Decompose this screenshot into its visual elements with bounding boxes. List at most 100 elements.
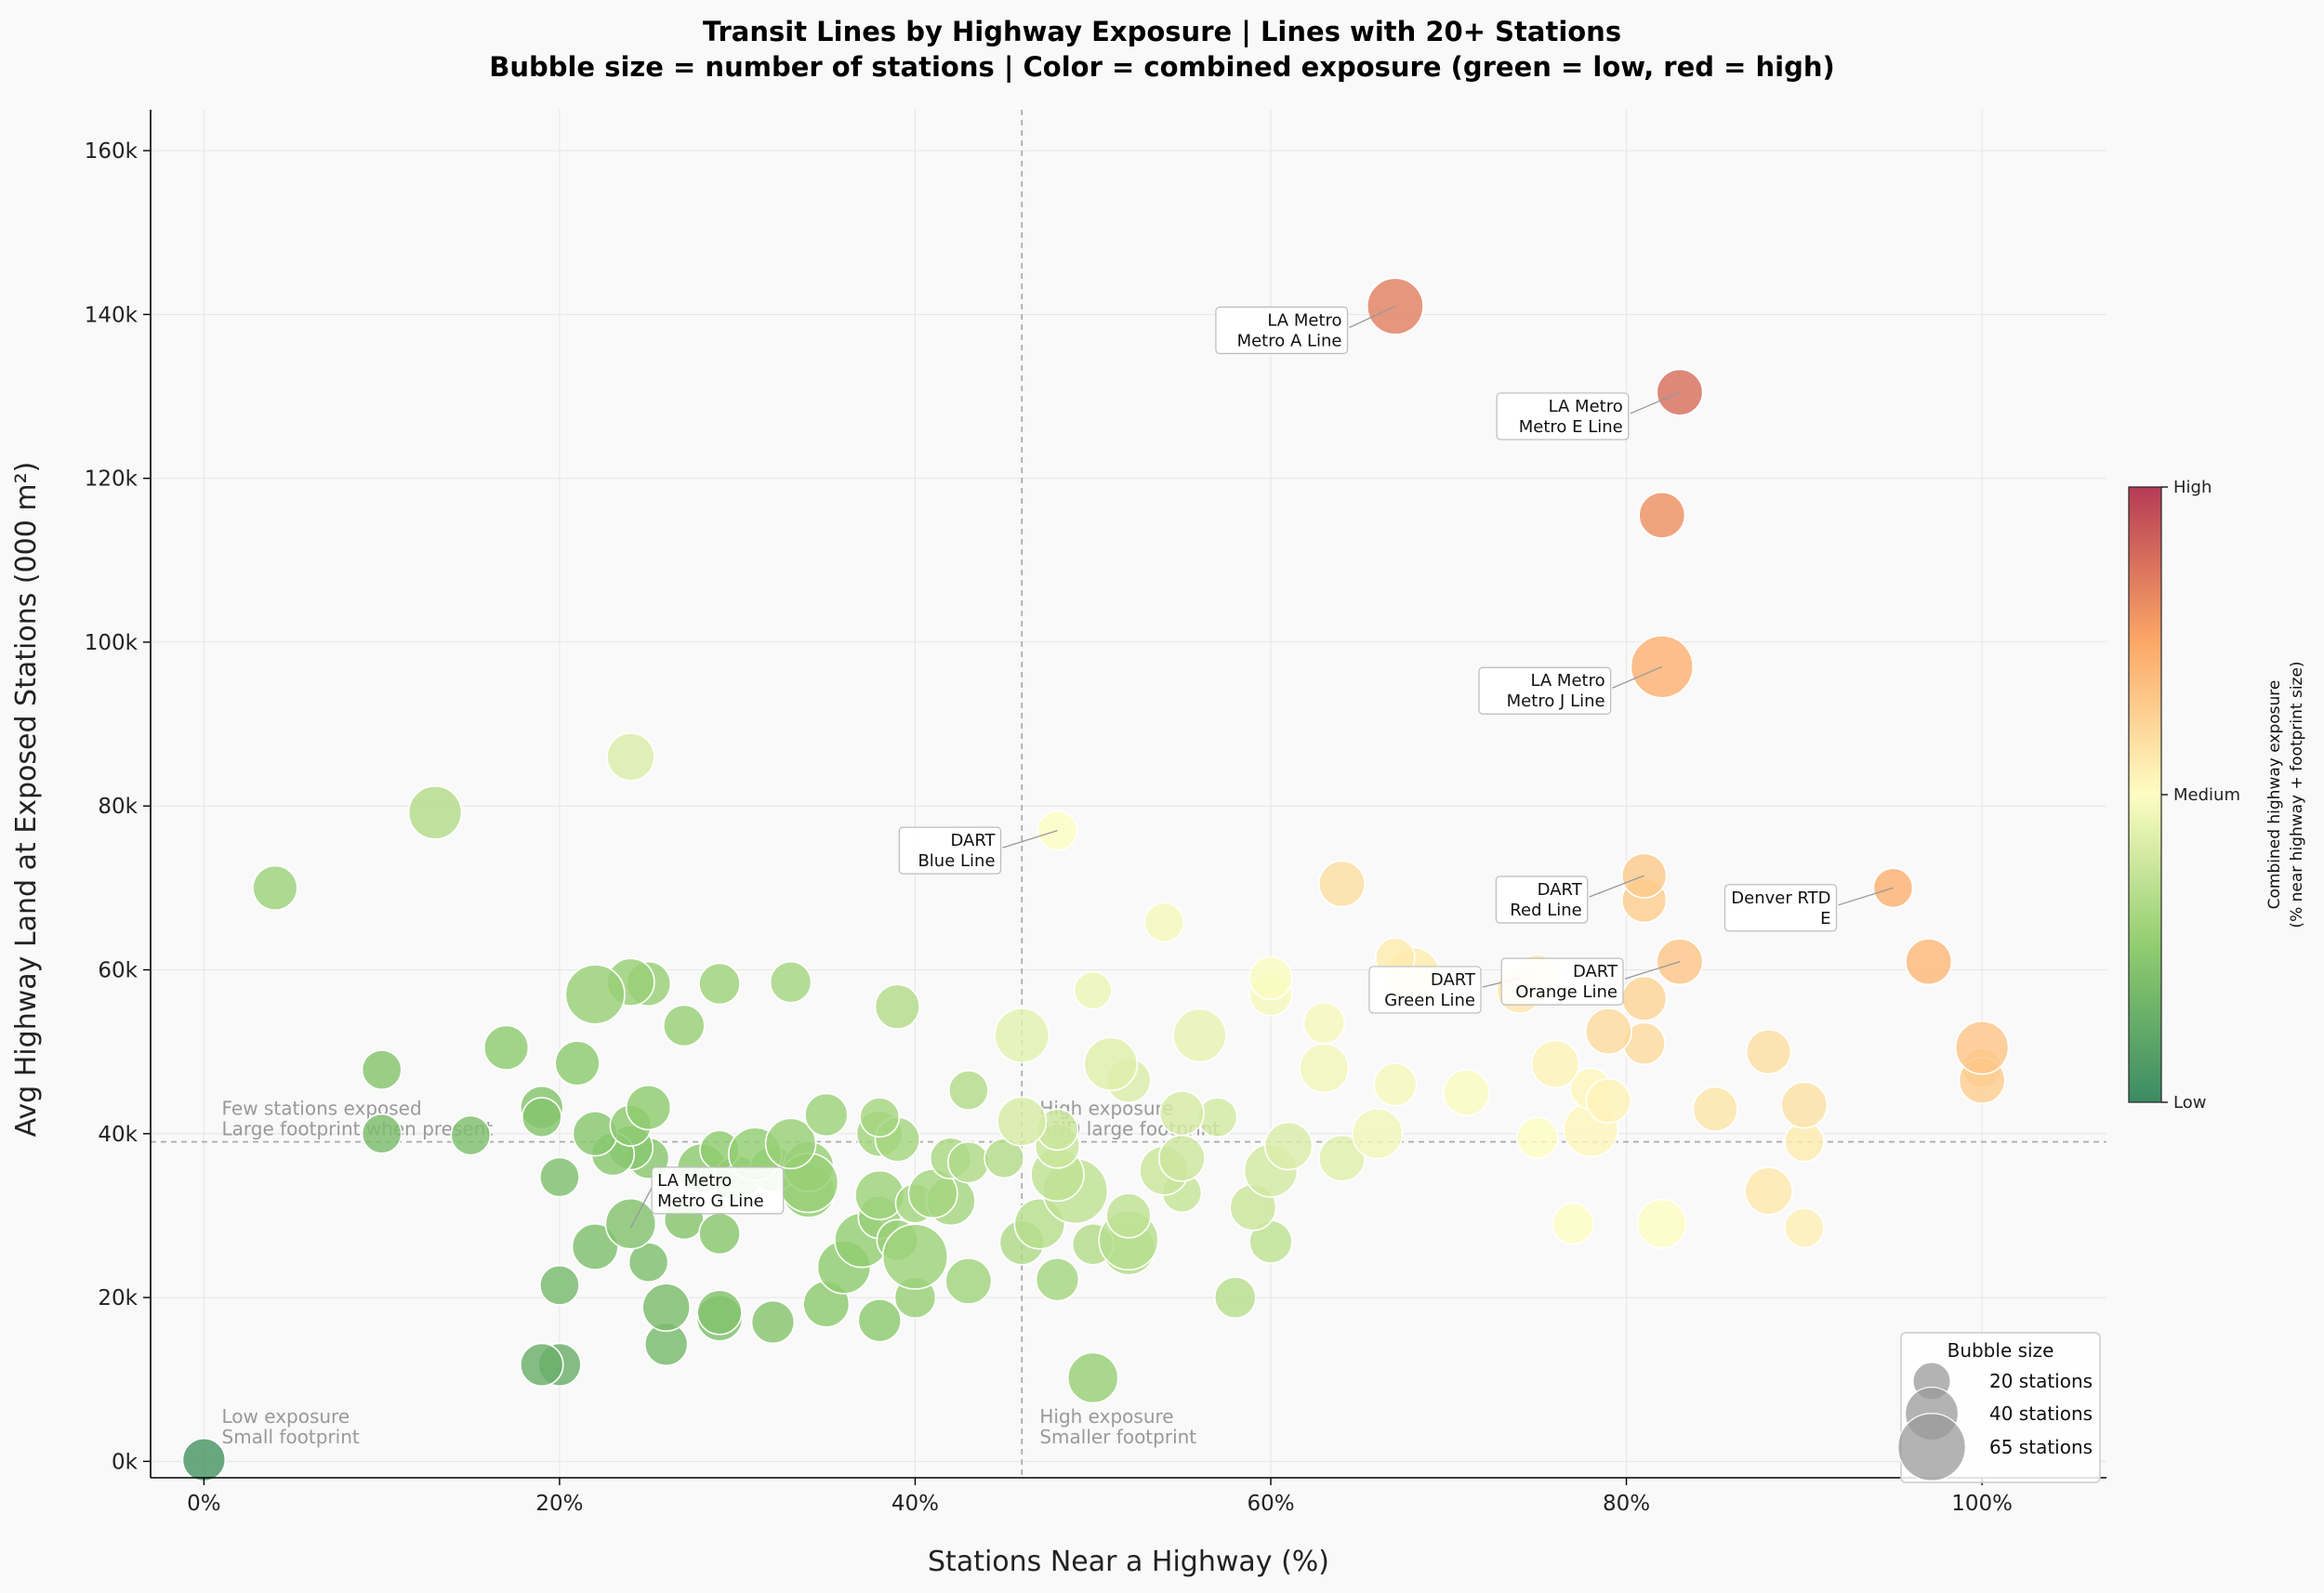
bubble xyxy=(361,1112,403,1154)
y-tick-label: 20k xyxy=(98,1286,138,1310)
bubble xyxy=(1302,1001,1346,1045)
x-tick-label: 60% xyxy=(1247,1492,1294,1516)
quadrant-label-line: High exposure xyxy=(1039,1405,1173,1428)
annotation-text: Metro J Line xyxy=(1507,691,1605,711)
bubble xyxy=(1530,1039,1580,1089)
bubble xyxy=(572,1111,618,1157)
bubble xyxy=(606,732,655,782)
x-tick-label: 100% xyxy=(1951,1492,2013,1516)
gridlines xyxy=(151,110,2106,1478)
legend-label: 65 stations xyxy=(1989,1436,2093,1458)
bubble xyxy=(1083,1036,1139,1092)
bubble xyxy=(1318,860,1366,908)
annotation-leader xyxy=(629,1187,653,1229)
annotation-box xyxy=(1723,884,1838,932)
colorbar-label-line1: Combined highway exposure xyxy=(2265,680,2284,910)
y-tick-label: 120k xyxy=(85,467,139,492)
colorbar-ticks: High Medium Low xyxy=(2161,478,2240,1112)
bubble xyxy=(1656,938,1704,986)
y-tick-label: 160k xyxy=(85,139,139,164)
bubble xyxy=(554,1040,601,1086)
legend-entries: 20 stations 40 stations 65 stations xyxy=(1897,1362,2093,1481)
bubble xyxy=(804,1092,849,1138)
bubble xyxy=(641,1283,691,1332)
bubble xyxy=(947,1140,990,1184)
annotation-box xyxy=(1496,392,1630,441)
x-tick-label: 20% xyxy=(535,1492,583,1516)
annotation-text: DART xyxy=(1538,880,1583,900)
bubble xyxy=(1442,1069,1490,1117)
bubble xyxy=(627,1242,669,1284)
bubble xyxy=(944,1257,993,1305)
bubble xyxy=(539,1264,580,1306)
bubble xyxy=(769,960,812,1004)
annotation-text: Blue Line xyxy=(918,851,995,871)
bubble xyxy=(1158,1090,1205,1137)
y-axis-label: Avg Highway Land at Exposed Stations (00… xyxy=(10,462,43,1138)
chart-title-line1: Transit Lines by Highway Exposure | Line… xyxy=(703,16,1621,47)
bubble xyxy=(1035,1257,1080,1302)
y-tick-label: 0k xyxy=(112,1450,139,1474)
bubble xyxy=(698,962,741,1006)
annotation-box xyxy=(651,1166,785,1215)
bubble xyxy=(1552,1202,1595,1245)
legend-bubble xyxy=(1897,1413,1966,1481)
annotation-text: Denver RTD xyxy=(1731,889,1830,908)
annotation-text: Green Line xyxy=(1384,991,1475,1010)
annotation-leader xyxy=(1838,887,1894,906)
y-tick-label: 80k xyxy=(98,795,138,819)
bubble xyxy=(564,964,626,1025)
y-tick-label: 140k xyxy=(85,303,139,327)
bubble xyxy=(1318,1134,1366,1182)
bubble xyxy=(1584,1007,1632,1056)
annotation-leader xyxy=(1630,391,1681,415)
quadrant-label-line: Low exposure xyxy=(222,1405,350,1428)
annotation-box xyxy=(1495,875,1589,924)
plot-area: Few stations exposed Large footprint when… xyxy=(85,110,2106,1516)
bubble xyxy=(1745,1029,1792,1075)
bubble xyxy=(407,785,463,840)
quadrant-label: Low exposure Small footprint xyxy=(222,1405,360,1448)
annotation-box xyxy=(1500,957,1624,1006)
bubble xyxy=(571,1222,619,1270)
annotation-text: E xyxy=(1820,909,1830,928)
colorbar-gradient xyxy=(2128,486,2162,1103)
bubbles xyxy=(181,277,2010,1482)
bubble xyxy=(764,1117,817,1170)
bubble xyxy=(1105,1192,1152,1239)
annotation-text: LA Metro xyxy=(1267,310,1341,330)
legend-title: Bubble size xyxy=(1948,1339,2054,1362)
annotation-box xyxy=(898,826,1002,875)
bubble xyxy=(1299,1043,1350,1094)
bubble xyxy=(361,1049,403,1090)
annotation-text: LA Metro xyxy=(1530,671,1604,691)
bubble xyxy=(750,1299,796,1345)
bubble xyxy=(482,1024,530,1071)
annotation-text: Orange Line xyxy=(1515,982,1618,1002)
annotation-text: DART xyxy=(1573,962,1618,981)
bubble xyxy=(1263,1121,1314,1171)
annotation-box xyxy=(1368,966,1482,1014)
colorbar-tick-label: High xyxy=(2173,478,2212,497)
y-axis-ticks: 0k 20k 40k 60k 80k 100k 120k 140k 160k xyxy=(85,139,151,1474)
bubble xyxy=(874,983,920,1030)
bubble xyxy=(1073,970,1113,1010)
bubble xyxy=(1516,1116,1559,1160)
bubble xyxy=(696,1289,743,1336)
bubble xyxy=(1692,1086,1738,1132)
y-tick-label: 60k xyxy=(98,959,138,983)
bubble xyxy=(1621,975,1668,1021)
size-legend: Bubble size 20 stations 40 stations 65 sta… xyxy=(1897,1332,2101,1483)
bubble xyxy=(1780,1081,1829,1129)
bubble xyxy=(1172,1007,1227,1063)
bubble xyxy=(1636,1198,1687,1249)
bubble xyxy=(1248,955,1293,1001)
annotation-leader xyxy=(1624,961,1681,980)
